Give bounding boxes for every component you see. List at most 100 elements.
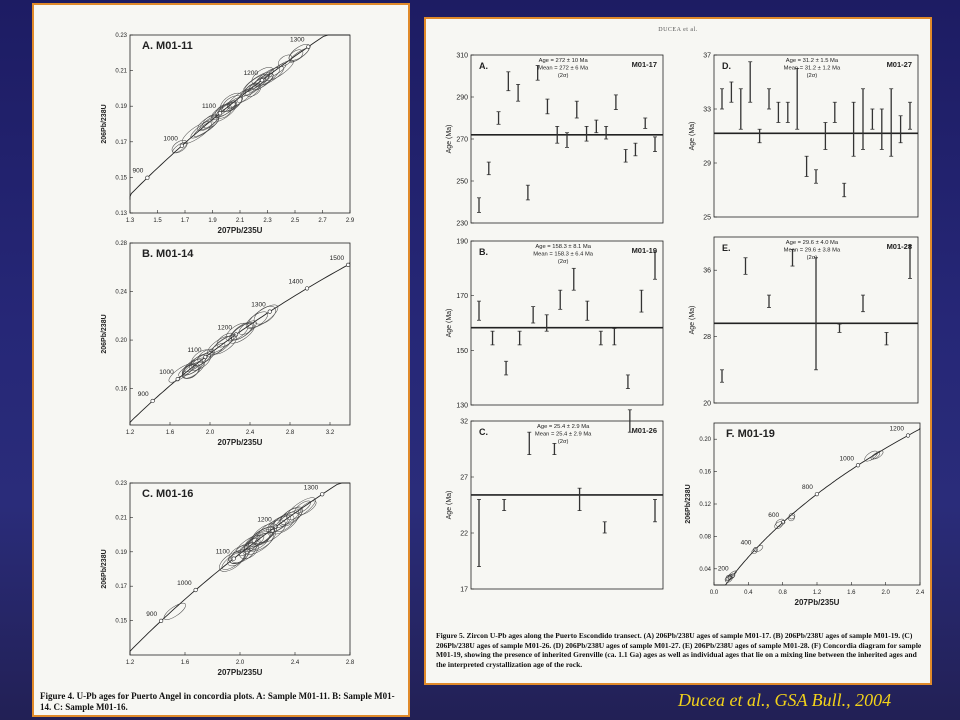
error-ellipse [171, 139, 188, 154]
age-marker-label: 400 [741, 539, 752, 546]
error-ellipse [202, 114, 220, 129]
stats-label: Age = 31.2 ± 1.5 Ma [786, 58, 839, 64]
x-tick-label: 0.8 [778, 590, 787, 596]
error-ellipse [754, 545, 764, 553]
error-ellipse [220, 92, 243, 112]
x-tick-label: 2.1 [236, 218, 245, 224]
stats-label: (2σ) [558, 439, 569, 445]
error-ellipse [236, 534, 261, 554]
error-ellipse [751, 548, 758, 555]
error-ellipse [252, 73, 274, 90]
x-tick-label: 2.8 [286, 430, 295, 436]
concordia-curve [129, 262, 351, 425]
error-ellipse [193, 118, 219, 137]
error-ellipse [219, 551, 245, 572]
panel-label: B. M01-14 [142, 248, 194, 260]
age-marker [217, 111, 223, 116]
x-tick-label: 1.6 [166, 430, 175, 436]
age-marker [267, 309, 272, 314]
concordia-plots: 1.3 1.5 1.7 1.9 2.1 2.3 2.5 2.7 2.9 0.13 0.15 0.17 0… [101, 33, 355, 677]
x-tick-label: 0.4 [744, 590, 753, 596]
y-tick-label: 0.16 [699, 470, 711, 476]
age-marker-label: 900 [133, 168, 144, 175]
y-axis-label: Age (Ma) [689, 306, 696, 335]
y-tick-label: 250 [456, 179, 468, 186]
y-axis-label: Age (Ma) [689, 122, 696, 151]
sample-label: M01-17 [632, 60, 657, 69]
panel-label: A. M01-11 [142, 40, 193, 52]
x-tick-label: 3.2 [326, 430, 335, 436]
y-tick-label: 20 [703, 401, 711, 408]
error-ellipse [197, 348, 215, 363]
x-tick-label: 2.4 [246, 430, 255, 436]
error-ellipse [268, 514, 291, 533]
y-tick-label: 290 [456, 95, 468, 102]
error-ellipse [221, 551, 246, 570]
y-axis-label: Age (Ma) [446, 491, 453, 520]
error-ellipse [220, 100, 237, 113]
panel-label: D. [722, 61, 731, 71]
age-marker-label: 1000 [177, 580, 192, 587]
x-tick-label: 1.9 [208, 218, 217, 224]
error-ellipse [288, 43, 311, 61]
x-tick-label: 2.5 [291, 218, 300, 224]
error-ellipse [182, 364, 199, 379]
y-axis-label: 206Pb/238U [685, 484, 692, 523]
y-tick-label: 0.23 [115, 481, 127, 487]
error-ellipse [225, 322, 249, 342]
age-marker [304, 286, 310, 291]
error-ellipse [258, 66, 284, 86]
x-tick-label: 2.0 [206, 430, 215, 436]
y-tick-label: 29 [703, 161, 711, 168]
y-tick-label: 22 [460, 531, 468, 538]
plot-frame [129, 482, 351, 656]
age-marker [855, 463, 861, 468]
y-tick-label: 0.15 [115, 619, 127, 625]
plot-frame [713, 236, 919, 404]
y-axis-label: Age (Ma) [446, 309, 453, 338]
age-marker-label: 1000 [163, 136, 178, 143]
y-tick-label: 25 [703, 215, 711, 222]
error-ellipse [228, 322, 255, 344]
y-axis-label: 206Pb/238U [101, 104, 108, 143]
plot-frame [470, 420, 664, 590]
stats-label: Mean = 272 ± 6 Ma [538, 66, 589, 72]
x-tick-label: 1.6 [181, 660, 190, 666]
panel-label: C. [479, 427, 488, 437]
x-tick-label: 2.4 [916, 590, 925, 596]
error-ellipse [243, 537, 261, 552]
error-ellipse [289, 48, 309, 63]
stats-label: Mean = 158.3 ± 6.4 Ma [533, 252, 594, 258]
age-marker-label: 200 [718, 566, 729, 573]
error-ellipse [227, 97, 243, 109]
error-ellipse [278, 507, 303, 527]
age-marker [145, 175, 150, 180]
error-ellipse [870, 452, 881, 460]
age-marker-label: 1300 [304, 484, 319, 491]
age-marker-label: 1100 [202, 103, 216, 110]
age-marker [905, 433, 911, 438]
stats-label: Age = 29.6 ± 4.0 Ma [786, 240, 839, 246]
age-marker-label: 900 [138, 391, 149, 398]
age-marker-label: 900 [146, 611, 157, 618]
y-tick-label: 0.19 [115, 104, 127, 110]
error-ellipse [230, 321, 255, 341]
y-tick-label: 0.20 [699, 437, 711, 443]
y-axis-label: 206Pb/238U [101, 549, 108, 588]
error-ellipse [212, 335, 237, 355]
y-tick-label: 32 [460, 419, 468, 426]
error-ellipse [294, 500, 311, 514]
y-tick-label: 27 [460, 475, 468, 482]
stats-label: (2σ) [558, 259, 569, 265]
sample-label: M01-27 [887, 60, 912, 69]
x-tick-label: 2.7 [318, 218, 327, 224]
concordia-curve [129, 34, 350, 200]
error-ellipse [788, 512, 796, 520]
error-ellipse [725, 575, 733, 583]
panel-label: B. [479, 247, 488, 257]
error-ellipse [254, 67, 280, 87]
y-tick-label: 0.23 [115, 33, 127, 39]
y-tick-label: 0.17 [115, 140, 127, 146]
age-marker-label: 1300 [290, 37, 305, 44]
y-tick-label: 0.12 [699, 502, 711, 508]
